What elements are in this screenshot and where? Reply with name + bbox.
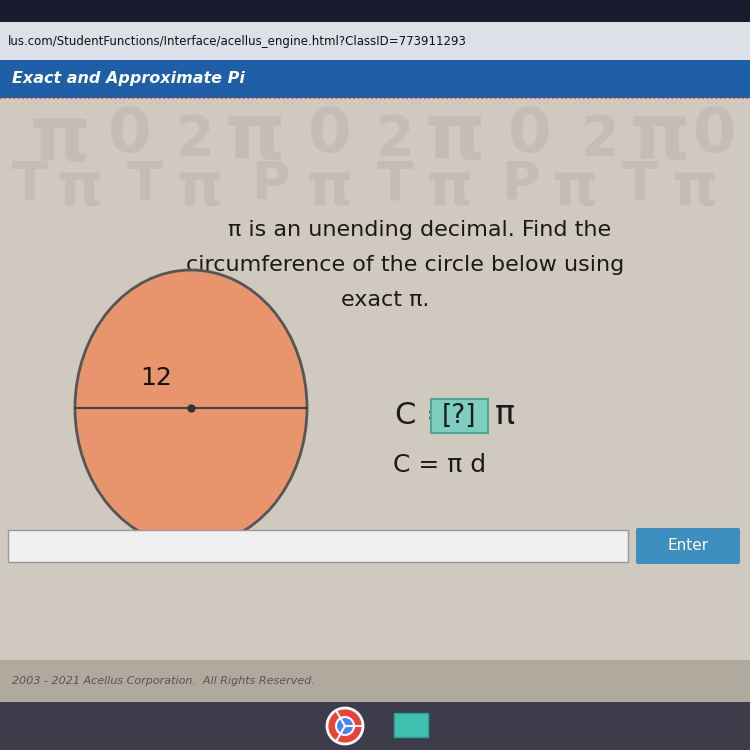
- Text: 2: 2: [580, 113, 620, 167]
- Text: π: π: [495, 398, 515, 431]
- Text: π: π: [30, 103, 90, 177]
- Text: Enter: Enter: [668, 538, 709, 554]
- FancyBboxPatch shape: [636, 528, 740, 564]
- Text: 0: 0: [308, 105, 352, 165]
- Text: Exact and Approximate Pi: Exact and Approximate Pi: [12, 71, 244, 86]
- Circle shape: [327, 708, 363, 744]
- FancyBboxPatch shape: [8, 530, 628, 562]
- Text: π: π: [424, 101, 485, 175]
- Text: 0: 0: [693, 105, 736, 165]
- Text: 2: 2: [176, 113, 214, 167]
- Circle shape: [336, 717, 354, 735]
- Text: π: π: [427, 160, 473, 217]
- Ellipse shape: [75, 270, 307, 546]
- Text: T: T: [377, 159, 413, 211]
- Text: 0: 0: [509, 105, 552, 165]
- Text: π: π: [307, 160, 353, 217]
- Text: π: π: [177, 160, 224, 217]
- Text: exact π.: exact π.: [340, 290, 429, 310]
- Text: 2: 2: [376, 113, 414, 167]
- Text: 0: 0: [108, 105, 152, 165]
- Bar: [0, 22, 750, 60]
- Text: T: T: [127, 159, 163, 211]
- Text: circumference of the circle below using: circumference of the circle below using: [186, 255, 624, 275]
- Bar: [0, 60, 750, 98]
- Text: lus.com/StudentFunctions/Interface/acellus_engine.html?ClassID=773911293: lus.com/StudentFunctions/Interface/acell…: [8, 34, 466, 47]
- Text: π is an unending decimal. Find the: π is an unending decimal. Find the: [229, 220, 611, 240]
- Text: π: π: [552, 160, 598, 217]
- FancyBboxPatch shape: [394, 713, 428, 737]
- Bar: [0, 0, 750, 22]
- Bar: [0, 660, 750, 702]
- Text: T: T: [12, 159, 48, 211]
- Text: π: π: [630, 101, 690, 175]
- Text: 12: 12: [140, 366, 172, 390]
- Text: P: P: [251, 159, 290, 211]
- Bar: [0, 702, 750, 750]
- Bar: [0, 98, 750, 678]
- Text: 2003 - 2021 Acellus Corporation.  All Rights Reserved.: 2003 - 2021 Acellus Corporation. All Rig…: [12, 676, 315, 686]
- Text: [?]: [?]: [442, 403, 477, 429]
- Text: C =: C =: [395, 400, 461, 430]
- Text: π: π: [225, 101, 285, 175]
- Text: C = π d: C = π d: [394, 453, 487, 477]
- Text: π: π: [672, 160, 718, 217]
- Text: π: π: [57, 160, 103, 217]
- Text: T: T: [622, 159, 658, 211]
- FancyBboxPatch shape: [431, 399, 488, 433]
- Text: P: P: [501, 159, 539, 211]
